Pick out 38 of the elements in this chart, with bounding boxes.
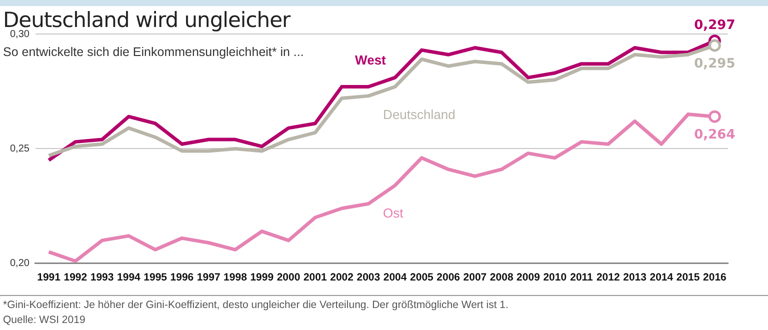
data-label: 0,295 bbox=[694, 56, 736, 72]
x-tick-label: 2001 bbox=[303, 272, 327, 284]
data-label: 0,297 bbox=[694, 18, 736, 33]
text: So entwickelte sich die Einkommensungleichheit* in ... bbox=[3, 45, 304, 59]
x-tick-label: 1998 bbox=[224, 272, 248, 284]
series-label: West bbox=[355, 52, 387, 68]
data-label: 0,264 bbox=[694, 127, 736, 142]
source-note: Quelle: WSI 2019 bbox=[3, 313, 86, 328]
x-tick-label: 1996 bbox=[170, 272, 194, 284]
x-tick-label: 1994 bbox=[117, 272, 141, 284]
x-tick-label: 1995 bbox=[144, 272, 168, 284]
x-tick-label: 1991 bbox=[37, 272, 61, 284]
x-tick-label: 2000 bbox=[276, 272, 300, 284]
y-tick-label: 0,20 bbox=[10, 258, 30, 270]
x-tick-label: 2004 bbox=[383, 272, 407, 284]
x-tick-label: 2012 bbox=[596, 272, 620, 284]
x-tick-label: 2008 bbox=[490, 272, 514, 284]
x-tick-label: 2015 bbox=[676, 272, 700, 284]
y-tick-label: 0,30 bbox=[10, 28, 30, 40]
x-tick-label: 2003 bbox=[356, 272, 380, 284]
x-tick-label: 2007 bbox=[463, 272, 487, 284]
x-tick-label: 1993 bbox=[90, 272, 114, 284]
x-tick-label: 2016 bbox=[703, 272, 727, 284]
x-tick-label: 2005 bbox=[410, 272, 434, 284]
x-tick-label: 1997 bbox=[196, 272, 220, 284]
x-tick-label: 2009 bbox=[516, 272, 540, 284]
x-tick-label: 2006 bbox=[436, 272, 460, 284]
text: *Gini-Koeffizient: Je höher der Gini-Koeffizient, desto ungleicher die Verteilung. Der größtmögliche Wert ist 1. bbox=[3, 298, 508, 313]
x-tick-label: 2013 bbox=[623, 272, 647, 284]
x-tick-label: 1992 bbox=[64, 272, 88, 284]
x-tick-label: 2011 bbox=[570, 272, 594, 284]
x-tick-label: 2002 bbox=[330, 272, 354, 284]
x-tick-label: 2014 bbox=[650, 272, 674, 284]
y-tick-label: 0,25 bbox=[10, 143, 30, 154]
series-label: Ost bbox=[383, 205, 404, 220]
x-tick-label: 2010 bbox=[543, 272, 567, 284]
series-label: Deutschland bbox=[383, 106, 456, 122]
x-tick-label: 1999 bbox=[250, 272, 274, 284]
